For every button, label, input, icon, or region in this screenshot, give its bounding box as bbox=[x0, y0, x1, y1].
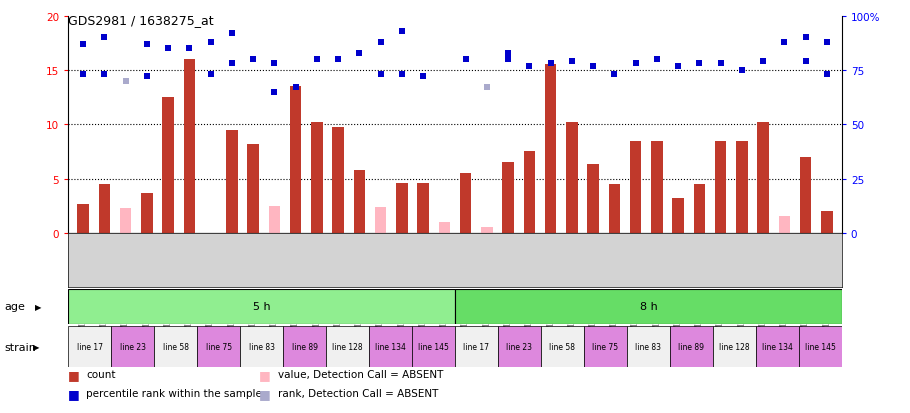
Bar bbox=[283, 326, 326, 368]
Bar bbox=[481, 228, 492, 233]
Text: line 58: line 58 bbox=[550, 342, 575, 351]
Text: ■: ■ bbox=[259, 387, 271, 400]
Text: line 75: line 75 bbox=[592, 342, 619, 351]
Text: line 89: line 89 bbox=[291, 342, 318, 351]
Text: age: age bbox=[5, 301, 25, 312]
Text: line 83: line 83 bbox=[248, 342, 275, 351]
Text: ■: ■ bbox=[68, 368, 80, 381]
Text: line 23: line 23 bbox=[507, 342, 532, 351]
Text: line 83: line 83 bbox=[635, 342, 662, 351]
Bar bbox=[736, 141, 748, 233]
Bar bbox=[197, 326, 240, 368]
Text: line 17: line 17 bbox=[76, 342, 103, 351]
Bar bbox=[800, 157, 812, 233]
Text: line 23: line 23 bbox=[120, 342, 146, 351]
Text: line 145: line 145 bbox=[804, 342, 835, 351]
Bar bbox=[332, 128, 344, 233]
Bar bbox=[672, 199, 684, 233]
Text: line 128: line 128 bbox=[332, 342, 363, 351]
Bar bbox=[439, 223, 450, 233]
Bar bbox=[779, 216, 790, 233]
Bar bbox=[799, 326, 842, 368]
Bar bbox=[502, 163, 514, 233]
Bar bbox=[670, 326, 713, 368]
Bar bbox=[68, 326, 111, 368]
Bar bbox=[693, 185, 705, 233]
Text: ■: ■ bbox=[68, 387, 80, 400]
Bar bbox=[289, 87, 301, 233]
Bar bbox=[240, 326, 283, 368]
Bar bbox=[757, 123, 769, 233]
Bar bbox=[455, 289, 842, 324]
Bar bbox=[609, 185, 621, 233]
Text: rank, Detection Call = ABSENT: rank, Detection Call = ABSENT bbox=[278, 388, 438, 398]
Text: line 58: line 58 bbox=[163, 342, 188, 351]
Text: line 17: line 17 bbox=[463, 342, 490, 351]
Bar bbox=[651, 141, 662, 233]
Bar bbox=[460, 174, 471, 233]
Bar bbox=[418, 183, 429, 233]
Bar bbox=[455, 326, 498, 368]
Text: ▶: ▶ bbox=[35, 302, 41, 311]
Text: percentile rank within the sample: percentile rank within the sample bbox=[86, 388, 262, 398]
Bar bbox=[162, 98, 174, 233]
Text: line 75: line 75 bbox=[206, 342, 232, 351]
Bar bbox=[141, 193, 153, 233]
Bar bbox=[714, 141, 726, 233]
Bar bbox=[311, 123, 323, 233]
Bar bbox=[498, 326, 541, 368]
Text: 5 h: 5 h bbox=[253, 301, 270, 312]
Text: line 145: line 145 bbox=[418, 342, 449, 351]
Text: strain: strain bbox=[5, 342, 36, 352]
Text: line 134: line 134 bbox=[375, 342, 406, 351]
Text: line 89: line 89 bbox=[678, 342, 704, 351]
Bar bbox=[111, 326, 154, 368]
Bar bbox=[353, 171, 365, 233]
Text: GDS2981 / 1638275_at: GDS2981 / 1638275_at bbox=[68, 14, 214, 27]
Text: line 134: line 134 bbox=[762, 342, 793, 351]
Bar bbox=[68, 289, 455, 324]
Bar bbox=[120, 209, 131, 233]
Bar bbox=[630, 141, 642, 233]
Bar bbox=[226, 131, 238, 233]
Bar bbox=[587, 165, 599, 233]
Bar bbox=[566, 123, 578, 233]
Bar bbox=[248, 145, 259, 233]
Bar bbox=[77, 204, 89, 233]
Bar bbox=[154, 326, 197, 368]
Bar bbox=[584, 326, 627, 368]
Bar bbox=[375, 207, 387, 233]
Bar bbox=[523, 152, 535, 233]
Text: ■: ■ bbox=[259, 368, 271, 381]
Bar bbox=[396, 183, 408, 233]
Bar bbox=[545, 65, 557, 233]
Text: count: count bbox=[86, 370, 116, 380]
Bar bbox=[821, 211, 833, 233]
Bar bbox=[756, 326, 799, 368]
Bar bbox=[326, 326, 369, 368]
Text: ▶: ▶ bbox=[33, 342, 39, 351]
Bar bbox=[541, 326, 584, 368]
Bar bbox=[412, 326, 455, 368]
Bar bbox=[268, 206, 280, 233]
Text: value, Detection Call = ABSENT: value, Detection Call = ABSENT bbox=[278, 370, 443, 380]
Text: line 128: line 128 bbox=[719, 342, 750, 351]
Bar bbox=[627, 326, 670, 368]
Bar bbox=[98, 185, 110, 233]
Text: 8 h: 8 h bbox=[640, 301, 657, 312]
Bar bbox=[184, 60, 196, 233]
Bar bbox=[713, 326, 756, 368]
Bar bbox=[369, 326, 412, 368]
